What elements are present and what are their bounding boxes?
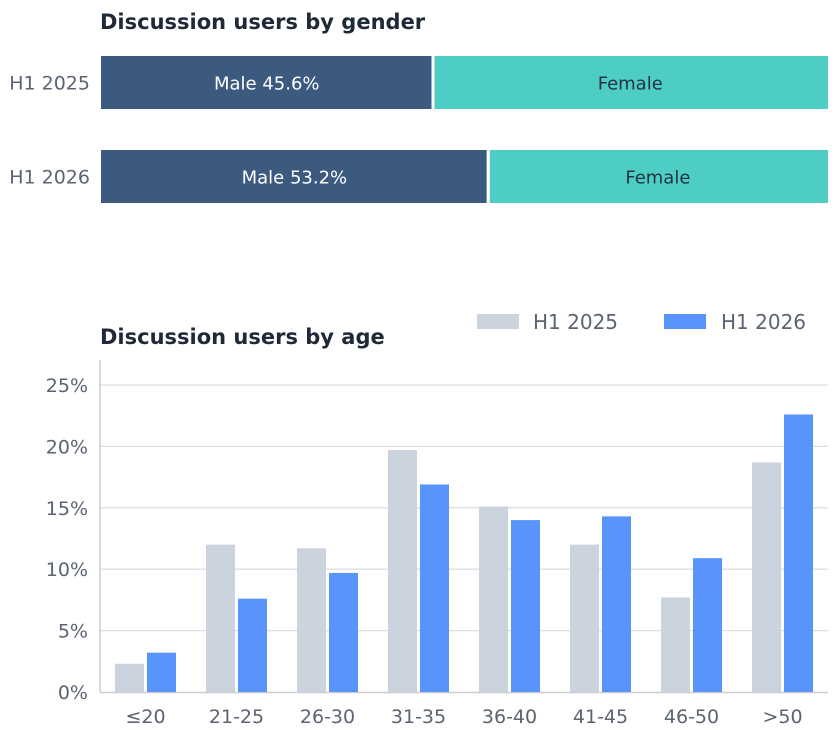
age-x-axis: ≤20 21-25 26-30 31-35 36-40 41-45 46-50 >50 — [125, 706, 802, 728]
age-bars — [115, 414, 813, 692]
age-bar-h1-2026-le20 — [147, 652, 176, 692]
y-tick-label: 15% — [46, 498, 88, 520]
gender-segment-label: Male 53.2% — [242, 168, 348, 189]
age-bar-h1-2025-le20 — [115, 663, 144, 692]
age-legend: H1 2025 H1 2026 — [477, 310, 806, 334]
age-bar-h1-2025-41-45 — [570, 544, 599, 692]
gender-segment-separator — [486, 150, 490, 203]
age-bar-h1-2026-46-50 — [693, 558, 722, 692]
gender-bar-female-h1-2026 — [488, 150, 828, 203]
age-bar-h1-2025-31-35 — [388, 450, 417, 692]
gender-chart-title: Discussion users by gender — [100, 10, 426, 34]
x-tick-label: 46-50 — [664, 706, 719, 728]
gender-segment-label: Male 45.6% — [214, 74, 320, 95]
age-bar-h1-2025-46-50 — [661, 597, 690, 692]
x-tick-label: >50 — [762, 706, 802, 728]
gender-bar-male-h1-2026 — [101, 150, 487, 203]
gender-bar-male-h1-2025 — [101, 56, 432, 109]
age-chart-title: Discussion users by age — [100, 325, 385, 349]
x-tick-label: ≤20 — [125, 706, 165, 728]
y-tick-label: 20% — [46, 436, 88, 458]
legend-label-h1-2026: H1 2026 — [721, 310, 806, 334]
age-bar-h1-2025-36-40 — [479, 506, 508, 692]
age-bar-h1-2025-26-30 — [297, 548, 326, 692]
y-tick-label: 5% — [58, 621, 88, 643]
age-bar-h1-2026-41-45 — [602, 516, 631, 692]
gender-bar-female-h1-2025 — [433, 56, 828, 109]
x-tick-label: 21-25 — [209, 706, 264, 728]
age-bar-h1-2026-36-40 — [511, 520, 540, 692]
gender-bars: H1 2025 Male 45.6% Female H1 2026 Male 53.2%… — [9, 56, 828, 203]
legend-swatch-h1-2025 — [477, 314, 519, 329]
gender-category-label: H1 2026 — [9, 167, 90, 189]
legend-label-h1-2025: H1 2025 — [533, 310, 618, 334]
age-y-axis: 0% 5% 10% 15% 20% 25% — [46, 375, 88, 704]
age-bar-h1-2025-gt50 — [752, 462, 781, 692]
legend-swatch-h1-2026 — [664, 314, 706, 329]
y-tick-label: 25% — [46, 375, 88, 397]
y-tick-label: 0% — [58, 682, 88, 704]
gender-segment-label: Female — [598, 74, 663, 95]
gender-segment-separator — [431, 56, 435, 109]
age-bar-h1-2026-26-30 — [329, 572, 358, 692]
age-bar-h1-2026-gt50 — [784, 414, 813, 692]
gender-chart: Discussion users by gender H1 2025 Male 4… — [9, 10, 828, 203]
gender-segment-label: Female — [625, 168, 690, 189]
x-tick-label: 41-45 — [573, 706, 628, 728]
x-tick-label: 26-30 — [300, 706, 355, 728]
x-tick-label: 36-40 — [482, 706, 537, 728]
age-chart: Discussion users by age H1 2025 H1 2026 … — [46, 310, 828, 728]
age-bar-h1-2026-31-35 — [420, 484, 449, 692]
gender-category-label: H1 2025 — [9, 73, 90, 95]
y-tick-label: 10% — [46, 559, 88, 581]
x-tick-label: 31-35 — [391, 706, 446, 728]
age-bar-h1-2026-21-25 — [238, 598, 267, 692]
age-bar-h1-2025-21-25 — [206, 544, 235, 692]
